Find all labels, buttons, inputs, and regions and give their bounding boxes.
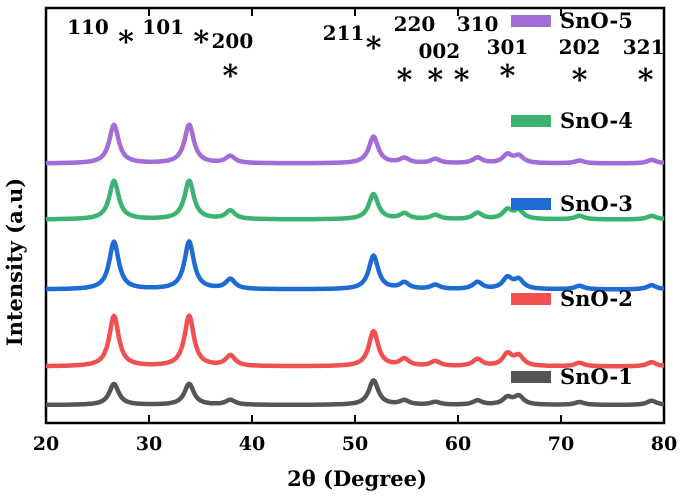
peak-marker-002: * (427, 63, 443, 98)
peak-label-002: 002 (418, 39, 460, 63)
series-line-sno-1 (44, 378, 666, 408)
legend: SnO-1 SnO-2 SnO-3 SnO-4 SnO-5 (511, 8, 633, 389)
peak-label-101: 101 (142, 15, 184, 39)
legend-label-sno-1: SnO-1 (560, 364, 633, 389)
legend-label-sno-3: SnO-3 (560, 191, 633, 216)
peak-label-321: 321 (623, 35, 665, 59)
y-axis-title: Intensity (a.u) (2, 178, 27, 347)
x-tick-label: 30 (136, 433, 162, 455)
peak-marker-301: * (500, 59, 516, 94)
x-tick-label: 50 (342, 433, 368, 455)
legend-label-sno-5: SnO-5 (560, 8, 633, 33)
x-axis-ticks: 20 30 40 50 60 70 80 (33, 8, 677, 455)
peak-marker-200: * (223, 59, 239, 94)
peak-labels: 110 * 101 * 200*211 *220*002*310*301*202*321* (67, 12, 664, 98)
peak-label-110: 110 (67, 15, 109, 39)
peak-marker-211: * (366, 31, 382, 66)
legend-swatch-sno-1 (511, 371, 551, 383)
legend-label-sno-2: SnO-2 (560, 286, 633, 311)
series-line-sno-2 (44, 313, 666, 369)
peak-marker-202: * (572, 63, 588, 98)
series-line-sno-3 (44, 239, 666, 292)
legend-swatch-sno-4 (511, 115, 551, 127)
peak-label-310: 310 (457, 12, 499, 36)
x-tick-label: 40 (239, 433, 265, 455)
x-tick-label: 80 (651, 433, 677, 455)
peak-marker-110: * (118, 25, 134, 60)
x-tick-label: 60 (445, 433, 471, 455)
peak-label-301: 301 (487, 35, 529, 59)
peak-marker-220: * (397, 63, 413, 98)
legend-swatch-sno-5 (511, 15, 551, 27)
peak-label-220: 220 (394, 12, 436, 36)
series-line-sno-4 (44, 178, 666, 222)
x-tick-label: 20 (33, 433, 59, 455)
peak-label-200: 200 (211, 29, 253, 53)
peak-label-202: 202 (559, 35, 601, 59)
peak-marker-321: * (638, 63, 654, 98)
legend-swatch-sno-3 (511, 198, 551, 210)
x-axis-title: 2θ (Degree) (287, 466, 427, 491)
x-tick-label: 70 (548, 433, 574, 455)
series-layer (44, 122, 666, 408)
legend-swatch-sno-2 (511, 293, 551, 305)
peak-marker-101: * (193, 25, 209, 60)
series-line-sno-5 (44, 122, 666, 166)
legend-label-sno-4: SnO-4 (560, 108, 633, 133)
peak-marker-310: * (454, 63, 470, 98)
peak-label-211: 211 (323, 21, 365, 45)
